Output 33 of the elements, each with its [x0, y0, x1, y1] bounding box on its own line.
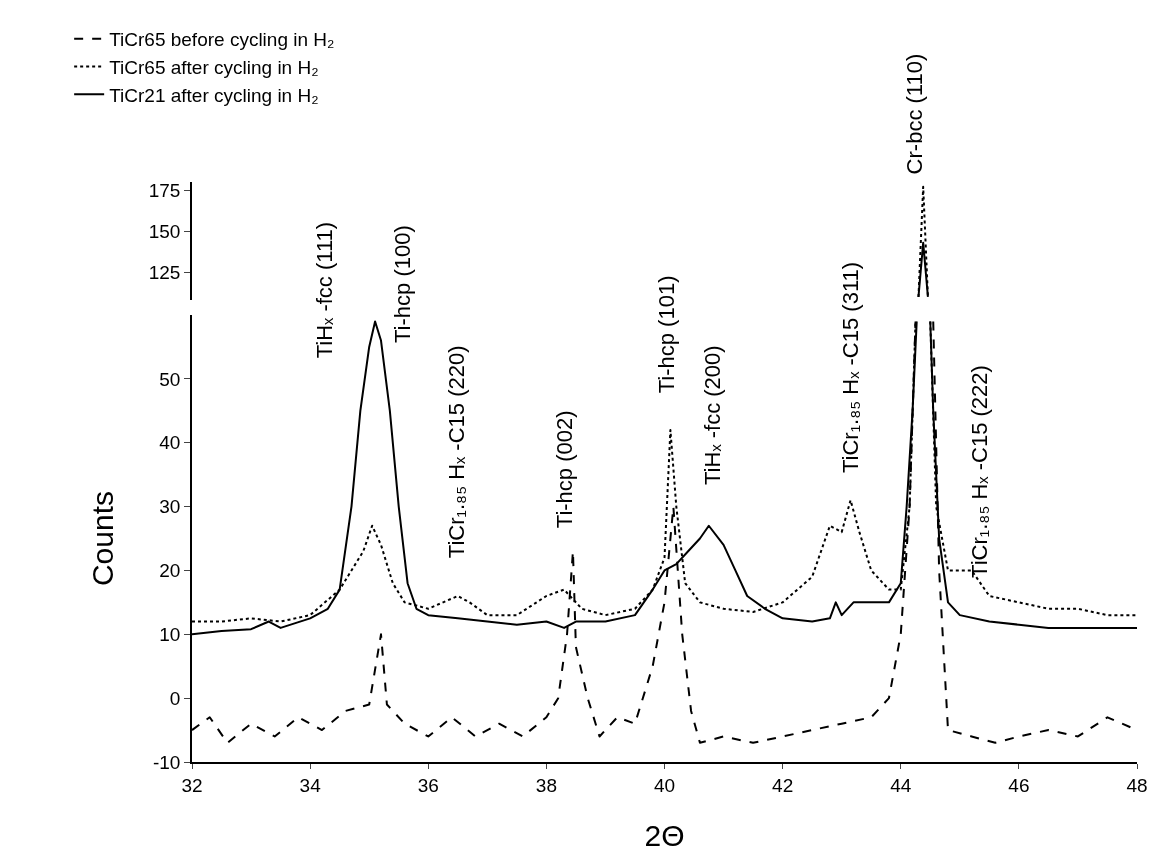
- legend-label: TiCr65 before cycling in H₂: [109, 29, 335, 51]
- annotation: TiHₓ -fcc (111): [312, 221, 338, 359]
- y-tick-label: 175: [148, 179, 181, 201]
- x-axis-title: 2Θ: [644, 818, 685, 852]
- x-tick-label: 34: [299, 774, 322, 796]
- annotation: TiHₓ -fcc (200): [700, 345, 726, 486]
- x-tick-label: 46: [1008, 774, 1030, 796]
- annotation: TiCr₁.₈₅ Hₓ -C15 (222): [967, 365, 993, 578]
- legend-label: TiCr65 after cycling in H₂: [109, 56, 319, 78]
- x-tick-label: 48: [1126, 774, 1148, 796]
- annotation: Ti-hcp (002): [552, 410, 578, 529]
- y-tick-label: 50: [159, 368, 181, 390]
- y-tick-label: -10: [152, 751, 181, 773]
- y-axis-title: Counts: [86, 490, 120, 587]
- y-tick-label: 30: [159, 496, 181, 518]
- y-tick-label: 20: [159, 560, 181, 582]
- annotation: TiCr₁.₈₅ Hₓ -C15 (220): [443, 345, 469, 559]
- annotation: Ti-hcp (100): [389, 225, 415, 344]
- x-tick-label: 38: [535, 774, 557, 796]
- legend-label: TiCr21 after cycling in H₂: [109, 84, 319, 106]
- annotation: TiCr₁.₈₅ Hₓ -C15 (311): [838, 261, 864, 474]
- text: Cr-bcc (110): [901, 53, 927, 175]
- y-tick-label: 10: [159, 623, 181, 645]
- x-tick-label: 40: [653, 774, 676, 796]
- annotation: Ti-hcp (101): [654, 275, 680, 394]
- x-tick-label: 42: [772, 774, 794, 796]
- y-tick-label: 0: [169, 687, 181, 709]
- y-tick-label: 125: [148, 261, 181, 283]
- y-tick-label: 150: [148, 220, 181, 242]
- x-tick-label: 44: [890, 774, 912, 796]
- x-tick-label: 36: [417, 774, 439, 796]
- x-tick-label: 32: [181, 774, 203, 796]
- y-tick-label: 40: [159, 432, 181, 454]
